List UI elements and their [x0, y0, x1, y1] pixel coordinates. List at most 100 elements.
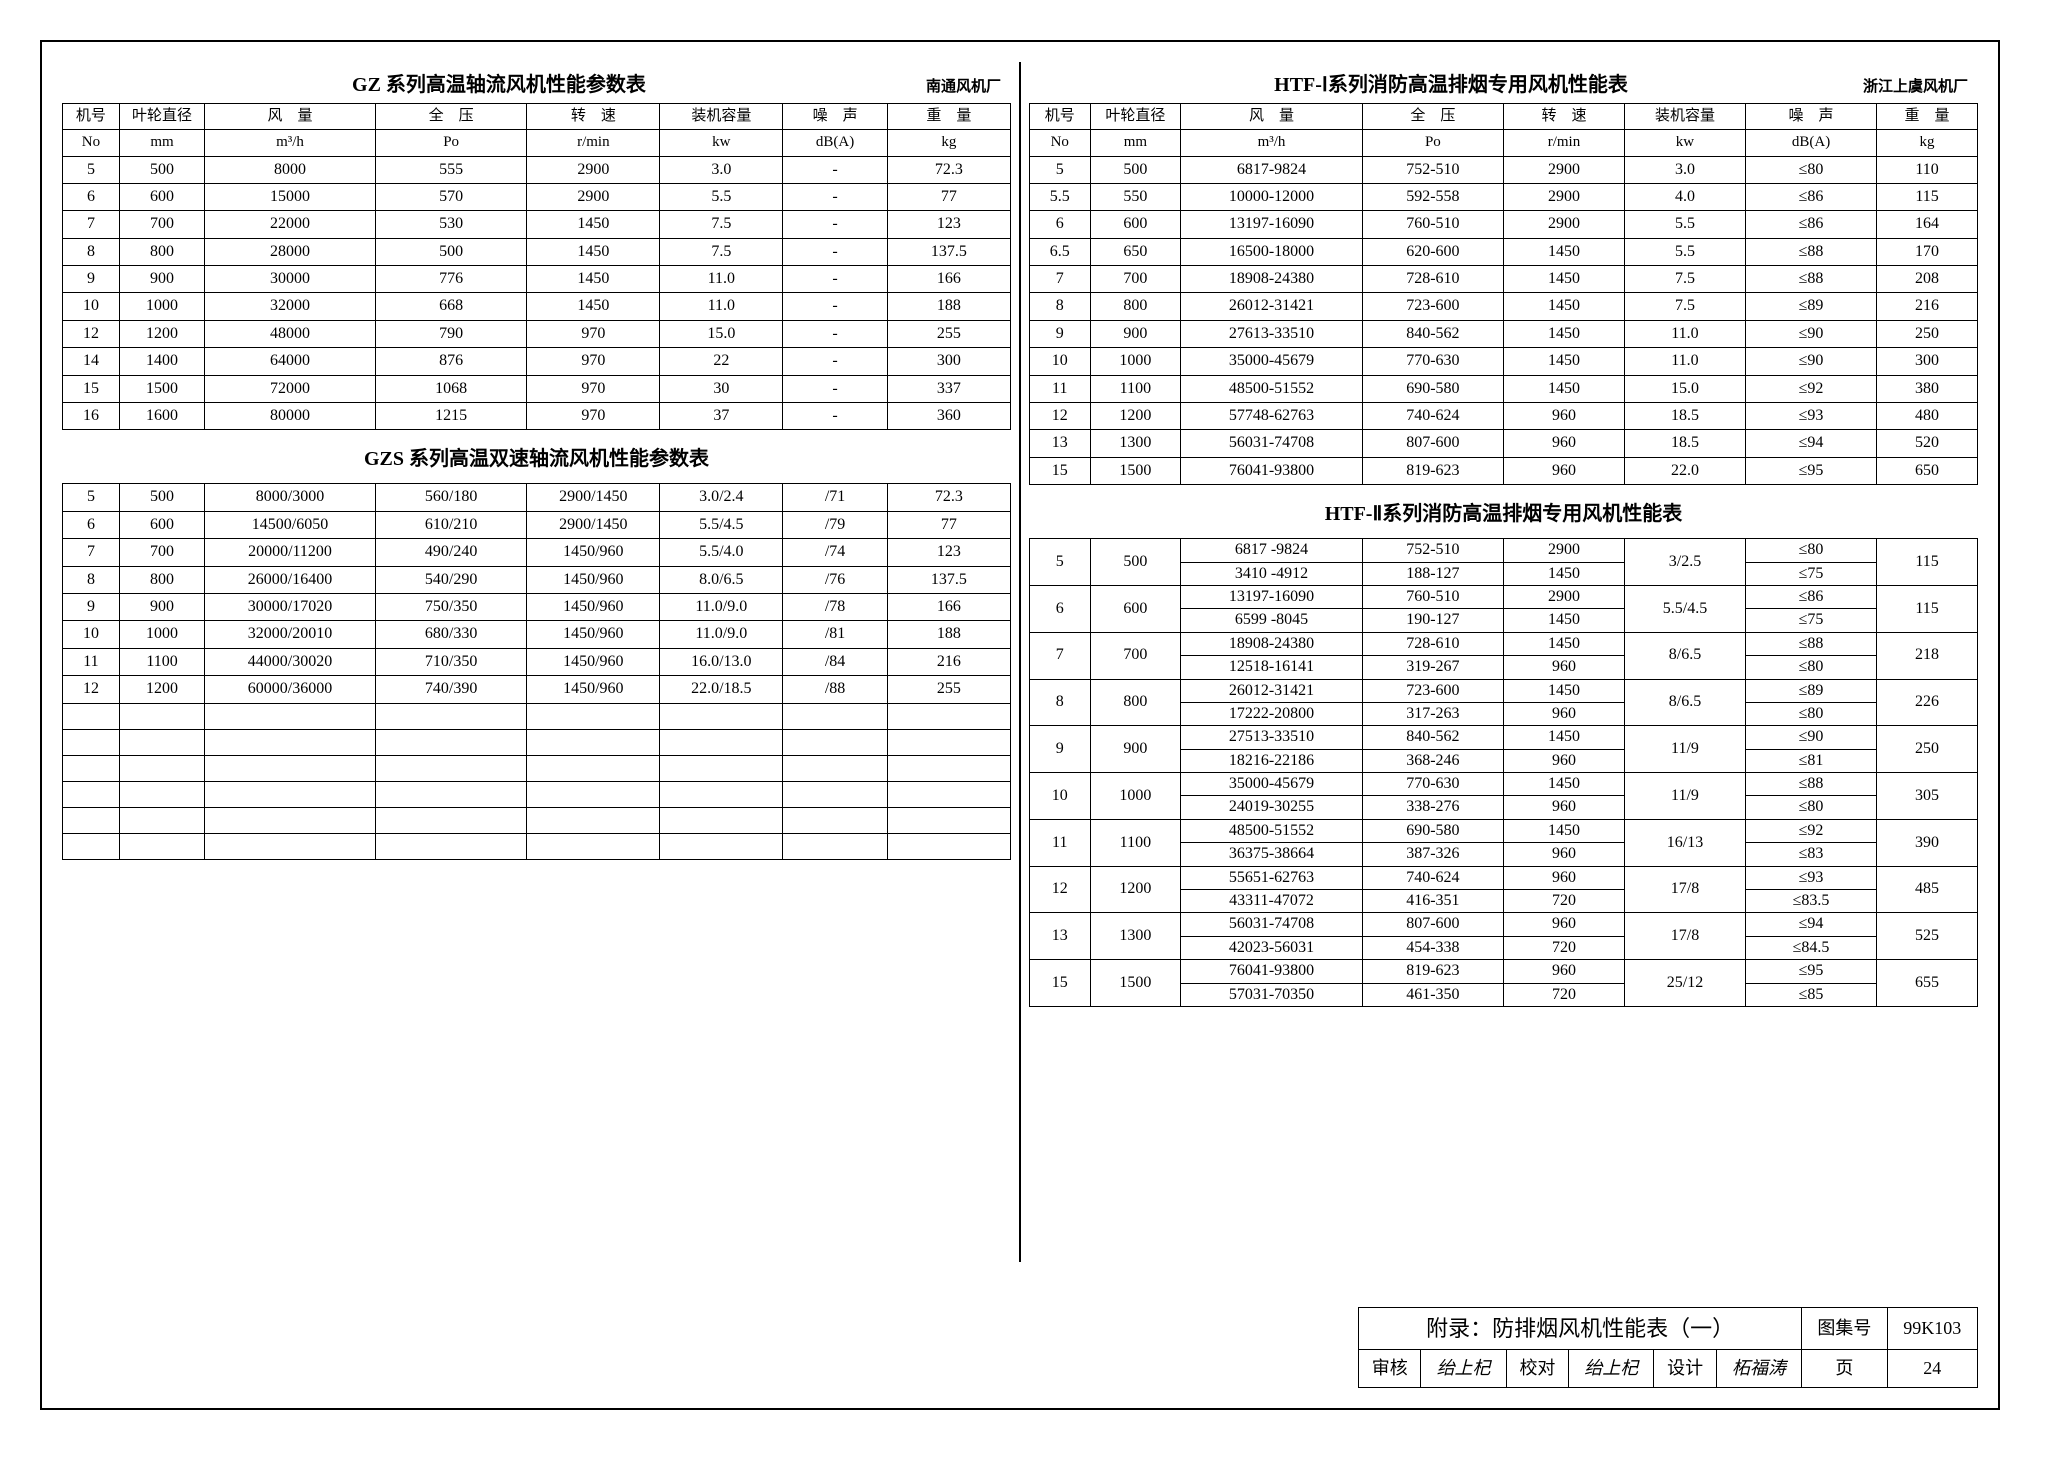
- header-c6-bot: kw: [1624, 130, 1745, 156]
- right-top-title: HTF-Ⅰ系列消防高温排烟专用风机性能表 浙江上虞风机厂: [1029, 62, 1978, 103]
- table-cell: 3.0: [1624, 156, 1745, 183]
- table-cell: 30: [660, 375, 783, 402]
- table-cell: 32000: [205, 293, 376, 320]
- table-cell: ≤93≤83.5: [1745, 866, 1876, 913]
- table-cell: 1000: [1090, 773, 1181, 820]
- table-cell: 15000: [205, 183, 376, 210]
- gz-title: GZ 系列高温轴流风机性能参数表: [72, 68, 926, 97]
- table-cell: [527, 781, 660, 807]
- table-cell: 770-630: [1362, 348, 1503, 375]
- table-cell: 76041-93800: [1181, 457, 1363, 484]
- table-cell: [375, 807, 527, 833]
- table-row: 990030000776145011.0-166: [63, 266, 1011, 293]
- table-cell: 8: [1030, 293, 1091, 320]
- table-cell: 750/350: [375, 593, 527, 620]
- table-cell: 560/180: [375, 484, 527, 511]
- table-cell: /81: [783, 621, 887, 648]
- table-cell: 337: [887, 375, 1010, 402]
- table-cell: 8000: [205, 156, 376, 183]
- table-cell: [887, 833, 1010, 859]
- table-cell: 30000: [205, 266, 376, 293]
- table-cell: 1000: [119, 621, 204, 648]
- table-cell: 1200: [1090, 866, 1181, 913]
- table-cell: 22.0/18.5: [660, 676, 783, 703]
- table-cell: -: [783, 320, 887, 347]
- table-cell: 480: [1877, 403, 1978, 430]
- table-cell: 6: [1030, 211, 1091, 238]
- table-cell: 6817 -98243410 -4912: [1181, 539, 1363, 586]
- table-cell: 600: [119, 511, 204, 538]
- header-c6-bot: kw: [660, 130, 783, 156]
- table-cell: 760-510: [1362, 211, 1503, 238]
- table-cell: [63, 755, 120, 781]
- header-c6-top: 装机容量: [660, 104, 783, 130]
- table-cell: -: [783, 211, 887, 238]
- table-cell: 7.5: [1624, 266, 1745, 293]
- table-cell: 10: [63, 293, 120, 320]
- table-cell: 57748-62763: [1181, 403, 1363, 430]
- table-cell: [205, 807, 376, 833]
- table-cell: 7: [63, 211, 120, 238]
- table-cell: 800: [119, 566, 204, 593]
- table-cell: [887, 755, 1010, 781]
- table-cell: 13197-160906599 -8045: [1181, 585, 1363, 632]
- table-cell: 37: [660, 403, 783, 430]
- table-cell: [205, 755, 376, 781]
- drawing-sheet: GZ 系列高温轴流风机性能参数表 南通风机厂 机号叶轮直径风 量全 压转 速装机…: [40, 40, 2000, 1410]
- table-row: [63, 807, 1011, 833]
- table-cell: 800: [1090, 679, 1181, 726]
- table-cell: 48500-5155236375-38664: [1181, 819, 1363, 866]
- table-cell: 18.5: [1624, 430, 1745, 457]
- table-cell: 5.5: [1624, 211, 1745, 238]
- table-cell: ≤90≤81: [1745, 726, 1876, 773]
- table-cell: ≤93: [1745, 403, 1876, 430]
- appendix-title: 附录：防排烟风机性能表（一）: [1359, 1308, 1802, 1350]
- table-cell: 29001450: [1503, 585, 1624, 632]
- table-cell: [660, 781, 783, 807]
- table-cell: [660, 833, 783, 859]
- table-cell: 650: [1877, 457, 1978, 484]
- header-c4-top: 全 压: [1362, 104, 1503, 130]
- check-signature: 绐上杞: [1569, 1350, 1654, 1388]
- table-cell: 11.0: [660, 293, 783, 320]
- table-row: 660014500/6050610/2102900/14505.5/4.5/79…: [63, 511, 1011, 538]
- table-cell: 22000: [205, 211, 376, 238]
- table-cell: 15: [63, 375, 120, 402]
- table-cell: 610/210: [375, 511, 527, 538]
- table-cell: 15: [1030, 960, 1091, 1007]
- table-cell: 1100: [1090, 819, 1181, 866]
- table-row: 1414006400087697022-300: [63, 348, 1011, 375]
- table-cell: 137.5: [887, 238, 1010, 265]
- gz-manufacturer: 南通风机厂: [926, 75, 1001, 96]
- table-cell: 900: [119, 266, 204, 293]
- table-cell: 1300: [1090, 430, 1181, 457]
- table-cell: 6817-9824: [1181, 156, 1363, 183]
- table-cell: -: [783, 403, 887, 430]
- table-cell: 970: [527, 320, 660, 347]
- header-c4-bot: Po: [375, 130, 527, 156]
- table-cell: ≤88≤80: [1745, 632, 1876, 679]
- title-block: 附录：防排烟风机性能表（一） 图集号 99K103 审核 绐上杞 校对 绐上杞 …: [1358, 1307, 1978, 1388]
- header-c4-bot: Po: [1362, 130, 1503, 156]
- table-cell: 380: [1877, 375, 1978, 402]
- table-cell: 216: [1877, 293, 1978, 320]
- table-cell: 16/13: [1624, 819, 1745, 866]
- table-cell: 540/290: [375, 566, 527, 593]
- table-cell: 115: [1877, 183, 1978, 210]
- table-cell: 55651-6276343311-47072: [1181, 866, 1363, 913]
- table-cell: 728-610: [1362, 266, 1503, 293]
- table-cell: 960: [1503, 457, 1624, 484]
- gz-table: 机号叶轮直径风 量全 压转 速装机容量噪 声重 量Nommm³/hPor/min…: [62, 103, 1011, 430]
- table-row: 55006817-9824752-51029003.0≤80110: [1030, 156, 1978, 183]
- table-cell: 76041-9380057031-70350: [1181, 960, 1363, 1007]
- table-row: 990027613-33510840-562145011.0≤90250: [1030, 320, 1978, 347]
- table-cell: [783, 755, 887, 781]
- table-cell: 680/330: [375, 621, 527, 648]
- table-cell: 250: [1877, 726, 1978, 773]
- table-cell: 1450: [1503, 320, 1624, 347]
- table-cell: 80000: [205, 403, 376, 430]
- table-cell: 1450/960: [527, 539, 660, 566]
- table-cell: 555: [375, 156, 527, 183]
- table-cell: 26012-3142117222-20800: [1181, 679, 1363, 726]
- table-row: 770018908-24380728-61014507.5≤88208: [1030, 266, 1978, 293]
